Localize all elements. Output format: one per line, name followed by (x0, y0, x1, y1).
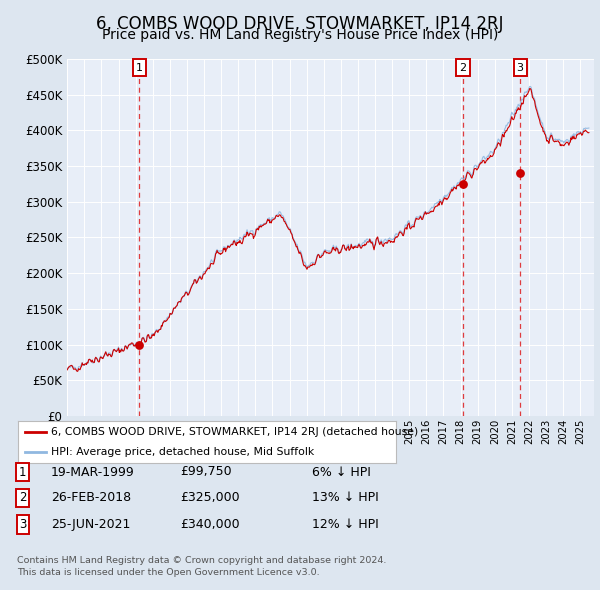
Text: 1: 1 (19, 466, 26, 478)
Text: 3: 3 (517, 63, 524, 73)
Text: 2: 2 (19, 491, 26, 504)
Text: 3: 3 (19, 518, 26, 531)
Text: HPI: Average price, detached house, Mid Suffolk: HPI: Average price, detached house, Mid … (51, 447, 314, 457)
Text: 12% ↓ HPI: 12% ↓ HPI (312, 518, 379, 531)
Text: 6, COMBS WOOD DRIVE, STOWMARKET, IP14 2RJ: 6, COMBS WOOD DRIVE, STOWMARKET, IP14 2R… (96, 15, 504, 33)
Text: Contains HM Land Registry data © Crown copyright and database right 2024.: Contains HM Land Registry data © Crown c… (17, 556, 386, 565)
Text: Price paid vs. HM Land Registry's House Price Index (HPI): Price paid vs. HM Land Registry's House … (102, 28, 498, 42)
Text: £340,000: £340,000 (180, 518, 239, 531)
Text: £325,000: £325,000 (180, 491, 239, 504)
Point (134, 340, 144, 349)
Text: 6% ↓ HPI: 6% ↓ HPI (312, 466, 371, 478)
Text: 13% ↓ HPI: 13% ↓ HPI (312, 491, 379, 504)
Text: 6, COMBS WOOD DRIVE, STOWMARKET, IP14 2RJ (detached house): 6, COMBS WOOD DRIVE, STOWMARKET, IP14 2R… (51, 427, 419, 437)
Point (515, 169, 525, 178)
Text: 26-FEB-2018: 26-FEB-2018 (51, 491, 131, 504)
Point (458, 179, 468, 189)
Text: £99,750: £99,750 (180, 466, 232, 478)
Text: 25-JUN-2021: 25-JUN-2021 (51, 518, 130, 531)
Text: This data is licensed under the Open Government Licence v3.0.: This data is licensed under the Open Gov… (17, 568, 319, 577)
Text: 2: 2 (460, 63, 467, 73)
Text: 19-MAR-1999: 19-MAR-1999 (51, 466, 135, 478)
Text: 1: 1 (136, 63, 143, 73)
